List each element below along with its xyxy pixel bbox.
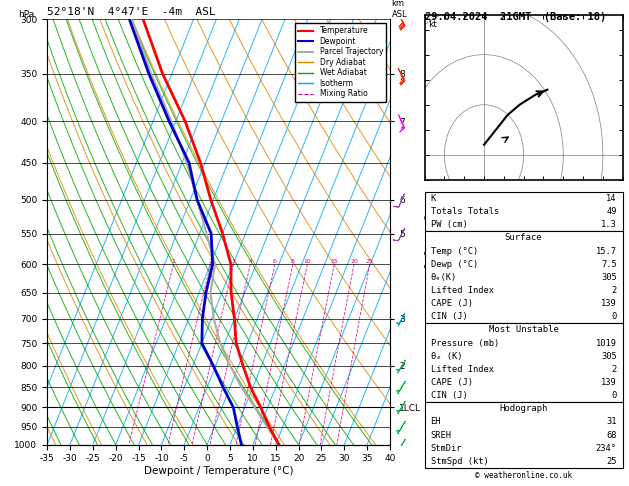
Text: 305: 305 bbox=[601, 273, 617, 282]
Text: 305: 305 bbox=[601, 352, 617, 361]
Text: 0: 0 bbox=[611, 391, 617, 400]
Text: 52°18'N  4°47'E  -4m  ASL: 52°18'N 4°47'E -4m ASL bbox=[47, 7, 216, 17]
Bar bbox=[425, 231, 623, 323]
Text: 2: 2 bbox=[209, 259, 213, 264]
Text: 49: 49 bbox=[606, 207, 617, 216]
Text: 29.04.2024  21GMT  (Base: 18): 29.04.2024 21GMT (Base: 18) bbox=[425, 12, 606, 22]
Text: 20: 20 bbox=[350, 259, 358, 264]
Text: θₑ (K): θₑ (K) bbox=[430, 352, 462, 361]
Text: 234°: 234° bbox=[596, 444, 617, 453]
Text: Lifted Index: Lifted Index bbox=[430, 286, 494, 295]
Text: 7.5: 7.5 bbox=[601, 260, 617, 269]
Text: 1: 1 bbox=[172, 259, 175, 264]
Bar bbox=[425, 192, 623, 231]
Text: 10: 10 bbox=[303, 259, 311, 264]
Text: StmSpd (kt): StmSpd (kt) bbox=[430, 457, 488, 466]
Text: θₑ(K): θₑ(K) bbox=[430, 273, 457, 282]
Bar bbox=[425, 323, 623, 402]
Text: 139: 139 bbox=[601, 378, 617, 387]
Text: 14: 14 bbox=[606, 194, 617, 203]
Y-axis label: Mixing Ratio (g/kg): Mixing Ratio (g/kg) bbox=[423, 192, 432, 272]
Bar bbox=[425, 402, 623, 468]
Text: 1019: 1019 bbox=[596, 339, 617, 347]
Text: 31: 31 bbox=[606, 417, 617, 427]
Text: PW (cm): PW (cm) bbox=[430, 220, 467, 229]
Legend: Temperature, Dewpoint, Parcel Trajectory, Dry Adiabat, Wet Adiabat, Isotherm, Mi: Temperature, Dewpoint, Parcel Trajectory… bbox=[295, 23, 386, 102]
Text: Hodograph: Hodograph bbox=[499, 404, 548, 414]
Text: CIN (J): CIN (J) bbox=[430, 312, 467, 321]
Text: StmDir: StmDir bbox=[430, 444, 462, 453]
Text: Dewp (°C): Dewp (°C) bbox=[430, 260, 478, 269]
Text: Pressure (mb): Pressure (mb) bbox=[430, 339, 499, 347]
Text: 2: 2 bbox=[611, 286, 617, 295]
Text: 25: 25 bbox=[366, 259, 374, 264]
Text: 139: 139 bbox=[601, 299, 617, 308]
Text: 6: 6 bbox=[273, 259, 277, 264]
Text: Totals Totals: Totals Totals bbox=[430, 207, 499, 216]
Text: km
ASL: km ASL bbox=[392, 0, 408, 18]
Text: 68: 68 bbox=[606, 431, 617, 440]
Text: 1.3: 1.3 bbox=[601, 220, 617, 229]
Text: Lifted Index: Lifted Index bbox=[430, 365, 494, 374]
Text: CAPE (J): CAPE (J) bbox=[430, 299, 472, 308]
Text: hPa: hPa bbox=[18, 10, 35, 18]
Text: 0: 0 bbox=[611, 312, 617, 321]
Text: 25: 25 bbox=[606, 457, 617, 466]
Text: CAPE (J): CAPE (J) bbox=[430, 378, 472, 387]
X-axis label: Dewpoint / Temperature (°C): Dewpoint / Temperature (°C) bbox=[144, 466, 293, 476]
Text: 15: 15 bbox=[330, 259, 338, 264]
Text: 3: 3 bbox=[231, 259, 235, 264]
Text: Surface: Surface bbox=[505, 233, 542, 243]
Text: 15.7: 15.7 bbox=[596, 246, 617, 256]
Text: EH: EH bbox=[430, 417, 441, 427]
Text: 8: 8 bbox=[291, 259, 295, 264]
Text: CIN (J): CIN (J) bbox=[430, 391, 467, 400]
Text: © weatheronline.co.uk: © weatheronline.co.uk bbox=[475, 471, 572, 480]
Text: K: K bbox=[430, 194, 436, 203]
Text: 4: 4 bbox=[248, 259, 252, 264]
Text: 2: 2 bbox=[611, 365, 617, 374]
Text: kt: kt bbox=[428, 19, 437, 29]
Text: Temp (°C): Temp (°C) bbox=[430, 246, 478, 256]
Text: SREH: SREH bbox=[430, 431, 452, 440]
Text: Most Unstable: Most Unstable bbox=[489, 326, 559, 334]
